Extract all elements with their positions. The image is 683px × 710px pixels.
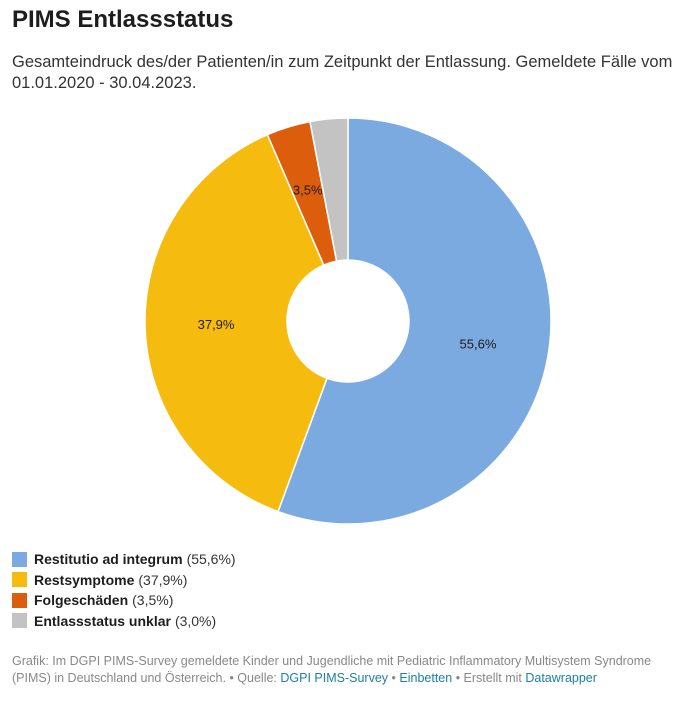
- chart-title: PIMS Entlassstatus: [12, 6, 234, 33]
- legend-label: Entlassstatus unklar: [34, 612, 171, 629]
- data-label-restsymptome: 37,9%: [198, 317, 235, 332]
- source-link[interactable]: DGPI PIMS-Survey: [280, 670, 389, 685]
- chart-subtitle: Gesamteindruck des/der Patienten/in zum …: [12, 53, 673, 92]
- footer-notes: Grafik: Im DGPI PIMS-Survey gemeldete Ki…: [12, 653, 676, 686]
- legend-swatch: [12, 551, 27, 567]
- data-label-folgeschaeden: 3,5%: [293, 183, 323, 198]
- legend-label: Folgeschäden: [34, 592, 129, 609]
- footer-text: Grafik: Im DGPI PIMS-Survey gemeldete Ki…: [12, 654, 652, 685]
- footer-separator: •: [388, 670, 400, 685]
- data-label-restitutio: 55,6%: [460, 337, 497, 352]
- slice-restitutio: [277, 117, 552, 525]
- legend-swatch: [12, 592, 27, 608]
- legend-item-restsymptome: Restsymptome (37,9%): [12, 570, 236, 591]
- legend-swatch: [12, 613, 27, 629]
- legend-label: Restsymptome: [34, 571, 135, 588]
- legend: Restitutio ad integrum (55,6%) Restsympt…: [12, 549, 236, 631]
- slice-unklar: [309, 117, 349, 262]
- legend-percent: (37,9%): [138, 571, 188, 588]
- datawrapper-link[interactable]: Datawrapper: [525, 670, 597, 685]
- footer-text: • Erstellt mit: [452, 670, 526, 685]
- legend-item-folgeschaeden: Folgeschäden (3,5%): [12, 590, 236, 611]
- donut-chart: 55,6% 37,9% 3,5%: [144, 117, 552, 525]
- legend-percent: (3,0%): [174, 612, 217, 629]
- embed-link[interactable]: Einbetten: [399, 670, 453, 685]
- legend-percent: (3,5%): [132, 592, 174, 609]
- slice-restsymptome: [144, 133, 328, 513]
- legend-item-unklar: Entlassstatus unklar (3,0%): [12, 611, 236, 632]
- legend-item-restitutio: Restitutio ad integrum (55,6%): [12, 549, 236, 570]
- legend-label: Restitutio ad integrum: [34, 551, 183, 568]
- legend-swatch: [12, 572, 27, 588]
- legend-percent: (55,6%): [186, 551, 236, 568]
